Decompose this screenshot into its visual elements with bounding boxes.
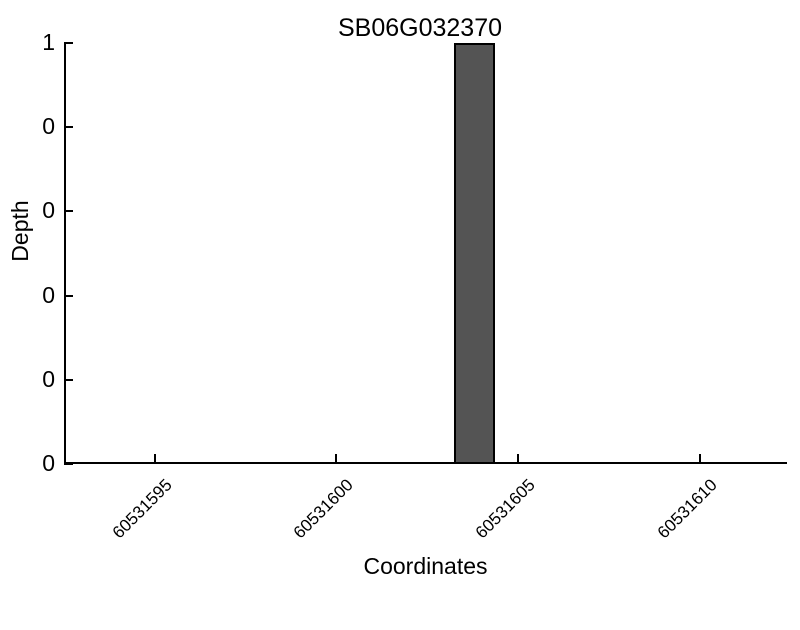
y-tick-label: 0 bbox=[42, 113, 55, 140]
y-tick-mark bbox=[64, 463, 73, 465]
y-tick-mark bbox=[64, 42, 73, 44]
plot-area bbox=[64, 42, 787, 465]
x-tick-mark bbox=[517, 454, 520, 463]
y-tick-label: 0 bbox=[42, 281, 55, 308]
chart-title: SB06G032370 bbox=[337, 14, 503, 42]
x-axis-spine bbox=[64, 462, 787, 464]
bar bbox=[453, 43, 496, 464]
y-tick-mark bbox=[64, 378, 73, 381]
y-tick-label: 0 bbox=[42, 450, 55, 476]
y-tick-label: 1 bbox=[42, 29, 55, 55]
x-axis-label: Coordinates bbox=[363, 553, 488, 579]
x-tick-mark bbox=[335, 454, 338, 463]
x-tick-mark bbox=[698, 454, 701, 463]
y-tick-label: 0 bbox=[42, 365, 55, 392]
y-tick-mark bbox=[64, 210, 73, 213]
y-tick-mark bbox=[64, 126, 73, 129]
y-tick-label: 0 bbox=[42, 197, 55, 224]
y-axis-spine bbox=[64, 43, 66, 465]
bars-layer bbox=[64, 43, 787, 464]
x-tick-mark bbox=[153, 454, 156, 463]
y-tick-mark bbox=[64, 294, 73, 297]
